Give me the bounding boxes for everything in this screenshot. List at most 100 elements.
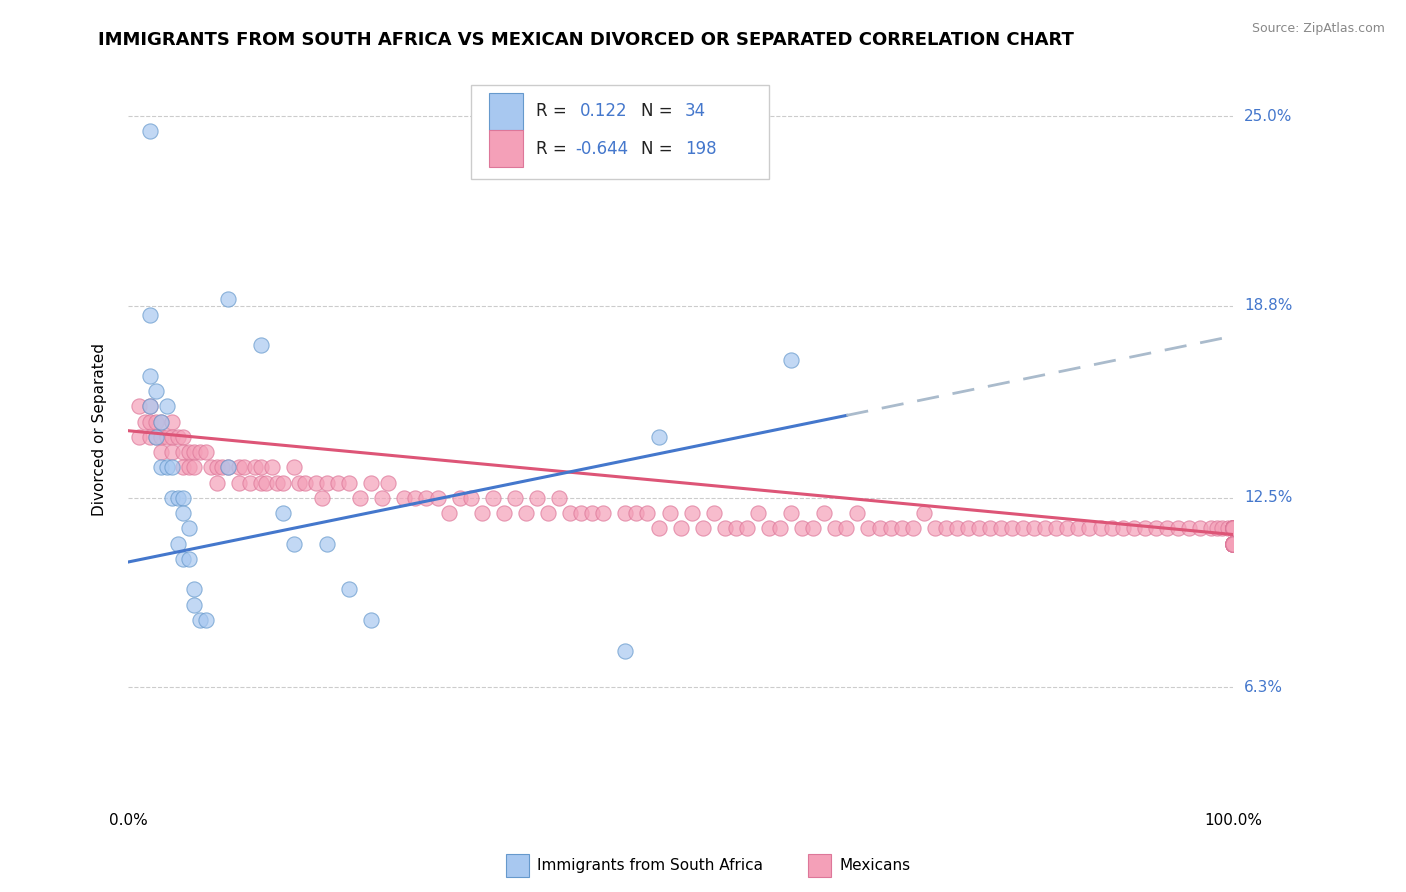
Point xyxy=(569,506,592,520)
Point xyxy=(1222,537,1244,551)
Point xyxy=(139,399,162,413)
Point xyxy=(647,521,669,535)
Point xyxy=(150,415,173,429)
Point xyxy=(415,491,437,505)
Point xyxy=(1222,521,1244,535)
Point xyxy=(217,460,239,475)
Point xyxy=(1144,521,1167,535)
Point xyxy=(172,491,194,505)
Point xyxy=(1222,537,1244,551)
Point xyxy=(150,415,173,429)
Point xyxy=(316,475,339,490)
Point xyxy=(249,475,271,490)
Point xyxy=(172,506,194,520)
Point xyxy=(183,582,205,597)
Point xyxy=(211,460,233,475)
Point xyxy=(1001,521,1024,535)
Point xyxy=(139,368,162,383)
Point xyxy=(260,460,283,475)
Point xyxy=(1188,521,1211,535)
Text: 25.0%: 25.0% xyxy=(1244,109,1292,124)
Point xyxy=(294,475,316,490)
Point xyxy=(311,491,333,505)
Point xyxy=(1222,537,1244,551)
Point xyxy=(637,506,659,520)
Point xyxy=(1222,537,1244,551)
Point xyxy=(162,491,184,505)
Point xyxy=(139,415,162,429)
Point xyxy=(167,537,190,551)
Point xyxy=(1222,521,1244,535)
Point xyxy=(360,475,382,490)
Point xyxy=(200,460,222,475)
Text: N =: N = xyxy=(641,103,672,120)
Point xyxy=(979,521,1001,535)
Point xyxy=(548,491,571,505)
Point xyxy=(1133,521,1156,535)
Point xyxy=(150,460,173,475)
Point xyxy=(780,353,803,368)
Point xyxy=(1222,521,1244,535)
Text: Mexicans: Mexicans xyxy=(839,858,911,872)
Point xyxy=(188,613,211,627)
Point xyxy=(167,430,190,444)
Text: 0.122: 0.122 xyxy=(581,103,627,120)
Point xyxy=(669,521,692,535)
Point xyxy=(481,491,503,505)
Bar xyxy=(489,93,523,130)
Point xyxy=(614,506,637,520)
Point xyxy=(681,506,703,520)
Point xyxy=(172,445,194,459)
Text: 198: 198 xyxy=(685,140,717,158)
Point xyxy=(172,430,194,444)
Point xyxy=(316,537,339,551)
Point xyxy=(780,506,803,520)
Point xyxy=(217,293,239,307)
Point xyxy=(145,430,167,444)
Text: -0.644: -0.644 xyxy=(575,140,628,158)
Point xyxy=(233,460,256,475)
Point xyxy=(1033,521,1056,535)
Point xyxy=(1222,537,1244,551)
Point xyxy=(890,521,912,535)
Point xyxy=(967,521,990,535)
Point xyxy=(1222,537,1244,551)
Point xyxy=(835,521,858,535)
Point xyxy=(792,521,814,535)
Point xyxy=(150,445,173,459)
Point xyxy=(1178,521,1201,535)
Point xyxy=(647,430,669,444)
Point xyxy=(139,124,162,138)
Point xyxy=(1167,521,1189,535)
Point xyxy=(714,521,737,535)
Point xyxy=(134,415,156,429)
Point xyxy=(1056,521,1078,535)
Point xyxy=(437,506,460,520)
Point xyxy=(703,506,725,520)
Point xyxy=(139,399,162,413)
Point xyxy=(139,308,162,322)
Point xyxy=(1222,537,1244,551)
Point xyxy=(471,506,494,520)
Point xyxy=(177,552,200,566)
Point xyxy=(1222,521,1244,535)
Point xyxy=(1222,521,1244,535)
Point xyxy=(1222,521,1244,535)
Point xyxy=(271,506,294,520)
Point xyxy=(1222,537,1244,551)
Point xyxy=(337,582,360,597)
Point xyxy=(1045,521,1067,535)
Point xyxy=(1222,537,1244,551)
FancyBboxPatch shape xyxy=(471,85,769,178)
Point xyxy=(156,430,179,444)
Point xyxy=(1111,521,1133,535)
Point xyxy=(460,491,482,505)
Point xyxy=(692,521,714,535)
Point xyxy=(1222,537,1244,551)
Point xyxy=(1078,521,1101,535)
Point xyxy=(1222,537,1244,551)
Point xyxy=(205,475,228,490)
Text: N =: N = xyxy=(641,140,672,158)
Point xyxy=(1222,537,1244,551)
Bar xyxy=(489,130,523,168)
